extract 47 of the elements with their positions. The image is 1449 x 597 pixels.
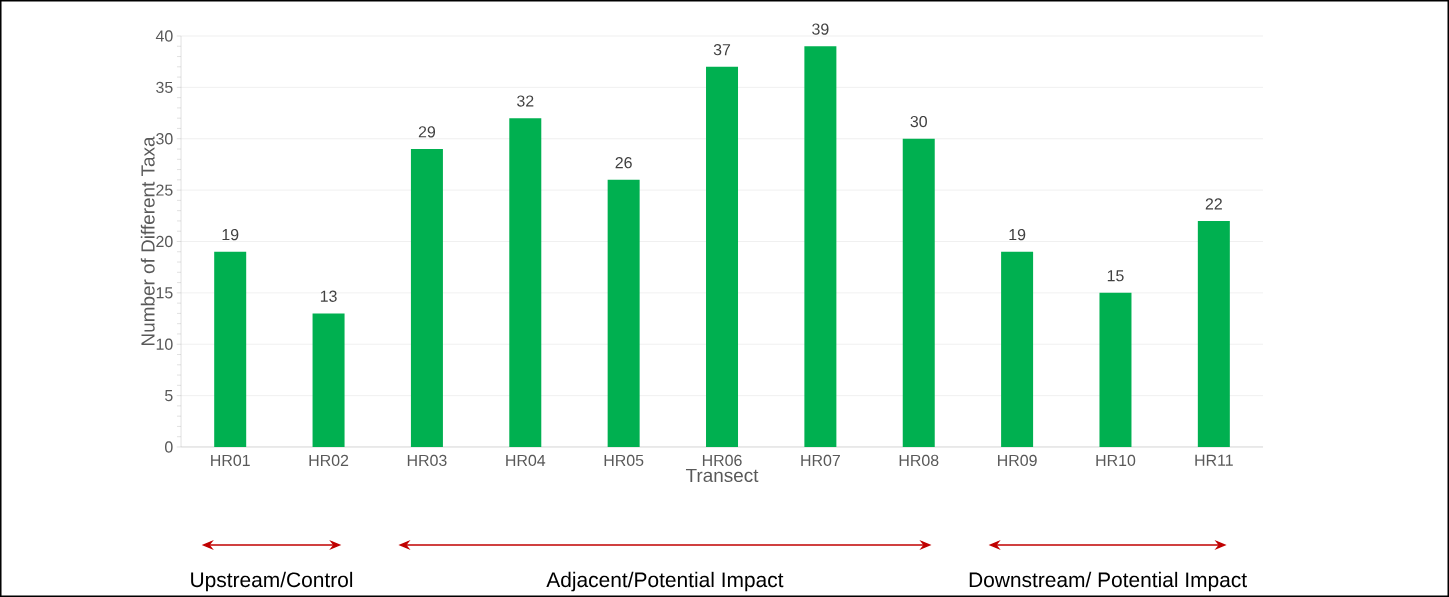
x-tick-label: HR10	[1096, 454, 1136, 467]
x-tick-label: HR11	[1195, 454, 1233, 466]
y-tick-label: 20	[156, 235, 173, 248]
text: Downstream/ Potential Impact	[969, 571, 1247, 592]
x-tick-label: HR02	[309, 454, 349, 467]
data-label: 19	[222, 228, 239, 241]
x-tick-label: HR08	[899, 454, 939, 467]
data-label: 19	[1009, 228, 1026, 241]
data-label: 26	[615, 157, 632, 169]
data-label: 39	[812, 23, 829, 35]
x-tick-label: HR05	[604, 454, 644, 467]
x-tick-label: HR09	[998, 454, 1037, 467]
x-tick-label: HR01	[211, 454, 250, 467]
bar	[312, 313, 345, 447]
y-tick-label: 15	[156, 287, 173, 299]
y-tick-label: 25	[156, 184, 173, 196]
y-tick-label: 30	[156, 133, 173, 145]
bar	[706, 66, 739, 447]
bar	[410, 149, 443, 447]
bar	[1197, 220, 1230, 447]
x-tick-label: HR03	[407, 454, 447, 467]
bar	[1099, 292, 1132, 447]
bar	[607, 179, 640, 447]
data-label: 22	[1205, 198, 1222, 210]
x-tick-label: HR07	[801, 454, 840, 467]
y-tick-label: 35	[156, 81, 173, 94]
data-label: 13	[320, 290, 337, 302]
bar	[214, 251, 247, 447]
y-tick-label: 40	[155, 30, 173, 42]
bar	[804, 46, 837, 447]
x-axis-title: Transect	[685, 468, 759, 483]
data-label: 29	[418, 126, 436, 138]
bar	[902, 138, 935, 447]
y-tick-label: 10	[156, 338, 173, 350]
data-label: 32	[517, 95, 534, 107]
y-tick-label: 5	[165, 390, 173, 402]
x-tick-label: HR04	[506, 454, 546, 467]
text: Adjacent/Potential Impact	[546, 571, 784, 592]
y-axis-title: Number of Different Taxa	[140, 136, 155, 345]
data-label: 30	[910, 115, 927, 128]
x-tick-label: HR06	[702, 454, 742, 467]
data-label: 15	[1107, 270, 1124, 282]
bar	[1001, 251, 1034, 447]
data-label: 37	[713, 44, 731, 56]
text: Upstream/Control	[191, 571, 353, 592]
bar	[509, 118, 542, 447]
y-tick-label: 0	[165, 441, 173, 453]
